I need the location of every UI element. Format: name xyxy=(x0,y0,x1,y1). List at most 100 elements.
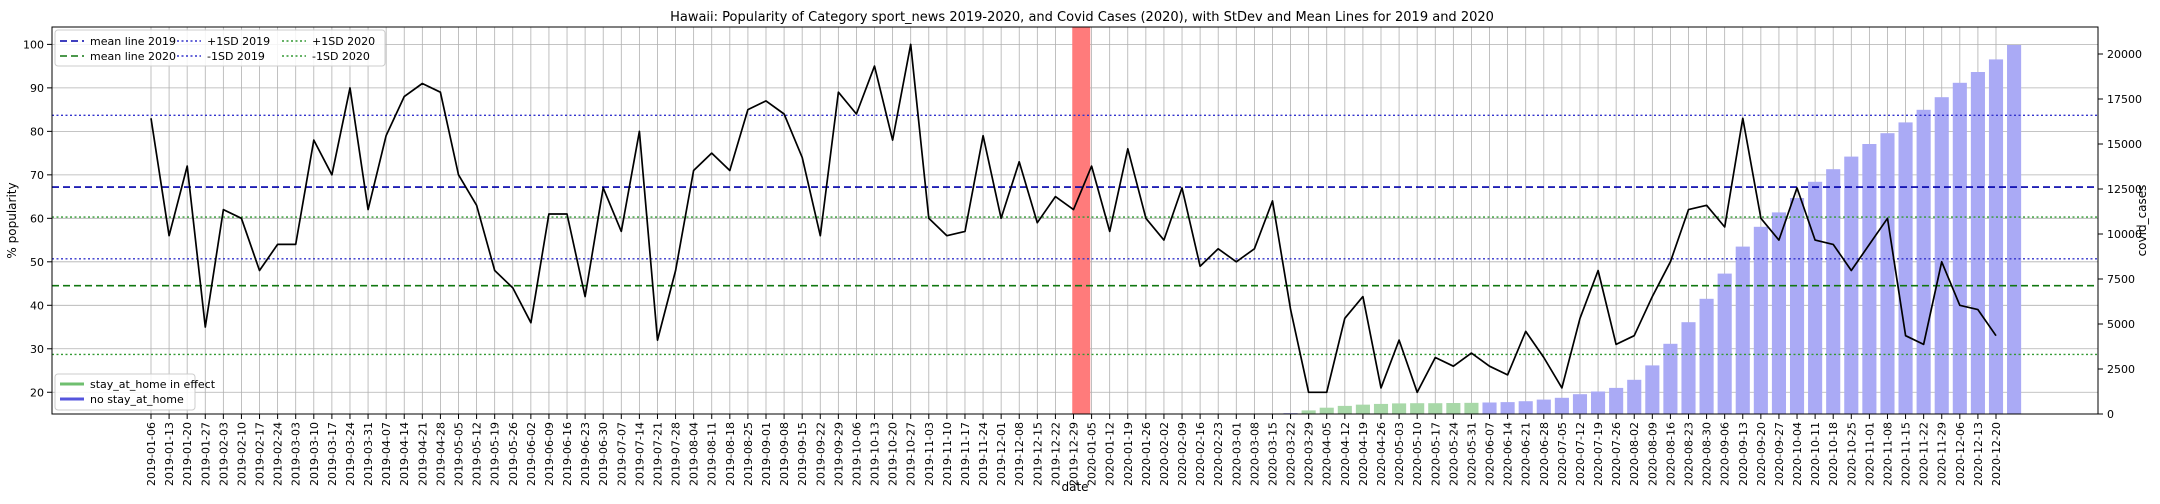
x-tick-label: 2020-08-16 xyxy=(1664,422,1677,486)
covid-cases-bar xyxy=(1880,133,1895,414)
x-tick-label: 2020-07-05 xyxy=(1556,422,1569,486)
x-tick-label: 2019-07-28 xyxy=(670,422,683,486)
legend-label: -1SD 2020 xyxy=(312,50,370,63)
x-tick-label: 2020-04-26 xyxy=(1375,422,1388,486)
x-tick-label: 2020-03-22 xyxy=(1285,422,1298,486)
y2-tick-label: 0 xyxy=(2107,408,2114,421)
covid-cases-bar xyxy=(1392,403,1407,414)
x-tick-label: 2019-04-21 xyxy=(416,422,429,486)
x-tick-label: 2020-08-30 xyxy=(1701,422,1714,486)
x-tick-label: 2020-01-05 xyxy=(1086,422,1099,486)
x-tick-label: 2020-04-12 xyxy=(1339,422,1352,486)
x-tick-label: 2019-09-15 xyxy=(796,422,809,486)
x-tick-label: 2020-02-16 xyxy=(1194,422,1207,486)
x-tick-label: 2019-03-03 xyxy=(290,422,303,486)
x-tick-label: 2019-03-31 xyxy=(362,422,375,486)
x-tick-label: 2020-10-11 xyxy=(1809,422,1822,486)
x-tick-label: 2020-07-12 xyxy=(1574,422,1587,486)
y2-tick-label: 17500 xyxy=(2107,93,2142,106)
x-tick-label: 2019-06-02 xyxy=(525,422,538,486)
x-tick-label: 2020-05-17 xyxy=(1429,422,1442,486)
x-tick-label: 2020-05-24 xyxy=(1447,422,1460,486)
legend-box xyxy=(54,373,196,411)
x-tick-label: 2020-11-01 xyxy=(1863,422,1876,486)
x-tick-label: 2019-04-07 xyxy=(380,422,393,486)
x-tick-label: 2019-11-03 xyxy=(923,422,936,486)
x-tick-label: 2020-07-26 xyxy=(1610,422,1623,486)
y2-tick-label: 20000 xyxy=(2107,48,2142,61)
y-axis-title: % popularity xyxy=(5,182,19,258)
legend-label: +1SD 2019 xyxy=(207,35,270,48)
x-axis: 2019-01-06 2019-01-13 2019-01-20 2019-01-27… xyxy=(145,414,2003,486)
left-y-axis: 20 30 40 50 60 70 80 90 100 xyxy=(23,38,52,399)
covid-cases-bar xyxy=(1735,246,1750,414)
x-tick-label: 2019-08-18 xyxy=(724,422,737,486)
reference-lines xyxy=(52,114,2098,356)
x-tick-label: 2019-01-06 xyxy=(145,422,158,486)
x-tick-label: 2019-12-08 xyxy=(1013,422,1026,486)
covid-cases-bar xyxy=(1681,322,1696,414)
x-tick-label: 2019-03-24 xyxy=(344,422,357,486)
covid-cases-bar xyxy=(1355,404,1370,414)
covid-cases-bar xyxy=(1898,122,1913,415)
x-tick-label: 2019-12-22 xyxy=(1049,422,1062,486)
y-tick-label: 50 xyxy=(30,256,44,269)
x-tick-label: 2020-09-27 xyxy=(1773,422,1786,486)
covid-cases-bar xyxy=(1591,391,1606,414)
covid-cases-bar xyxy=(1753,226,1768,414)
x-tick-label: 2020-08-23 xyxy=(1683,422,1696,486)
y-tick-label: 80 xyxy=(30,125,44,138)
x-tick-label: 2019-08-04 xyxy=(688,422,701,486)
x-tick-label: 2019-04-14 xyxy=(398,422,411,486)
popularity-series xyxy=(150,43,1997,394)
plot-frame xyxy=(51,26,2099,415)
x-tick-label: 2019-02-10 xyxy=(235,422,248,486)
y2-tick-label: 10000 xyxy=(2107,228,2142,241)
x-tick-label: 2019-06-16 xyxy=(561,422,574,486)
covid-cases-bar xyxy=(1988,59,2004,415)
covid-cases-bar xyxy=(1319,407,1334,414)
x-tick-label: 2019-03-17 xyxy=(326,422,339,486)
x-tick-label: 2020-11-29 xyxy=(1936,422,1949,486)
x-tick-label: 2019-06-30 xyxy=(597,422,610,486)
x-tick-label: 2020-06-07 xyxy=(1484,422,1497,486)
x-tick-label: 2020-10-25 xyxy=(1845,422,1858,486)
covid-cases-bar xyxy=(1446,403,1461,414)
x-tick-label: 2020-11-08 xyxy=(1881,422,1894,486)
covid-cases-bar xyxy=(1916,109,1931,415)
covid-cases-bar xyxy=(1301,410,1316,414)
legend-label: no stay_at_home xyxy=(90,393,184,406)
x-tick-label: 2020-02-02 xyxy=(1158,422,1171,486)
x-tick-label: 2020-03-08 xyxy=(1248,422,1261,486)
covid-cases-bar xyxy=(1663,343,1678,414)
x-tick-label: 2019-07-07 xyxy=(615,422,628,486)
x-tick-label: 2019-09-01 xyxy=(760,422,773,486)
x-tick-label: 2020-06-14 xyxy=(1502,422,1515,486)
x-tick-label: 2019-08-11 xyxy=(706,422,719,486)
y-tick-label: 20 xyxy=(30,386,44,399)
x-tick-label: 2019-06-23 xyxy=(579,422,592,486)
x-tick-label: 2020-01-26 xyxy=(1140,422,1153,486)
covid-cases-bar xyxy=(1862,144,1877,414)
x-tick-label: 2020-12-06 xyxy=(1954,422,1967,486)
x-tick-label: 2020-06-28 xyxy=(1538,422,1551,486)
x-tick-label: 2020-01-19 xyxy=(1122,422,1135,486)
covid-cases-bar xyxy=(1934,97,1949,414)
y-tick-label: 90 xyxy=(30,82,44,95)
covid-cases-bar xyxy=(1464,402,1479,414)
covid-cases-bar xyxy=(1428,403,1443,414)
x-tick-label: 2019-05-12 xyxy=(471,422,484,486)
covid-cases-bar xyxy=(1337,405,1352,414)
covid-cases-bar xyxy=(1699,298,1714,414)
x-tick-label: 2020-08-02 xyxy=(1628,422,1641,486)
x-tick-label: 2019-09-22 xyxy=(814,422,827,486)
covid-cases-bar xyxy=(1554,397,1569,414)
x-tick-label: 2019-12-01 xyxy=(995,422,1008,486)
x-tick-label: 2020-09-20 xyxy=(1755,422,1768,486)
x-tick-label: 2019-12-15 xyxy=(1031,422,1044,486)
x-tick-label: 2019-05-26 xyxy=(507,422,520,486)
x-tick-label: 2019-11-24 xyxy=(977,422,990,486)
x-tick-label: 2019-10-13 xyxy=(869,422,882,486)
y2-tick-label: 12500 xyxy=(2107,183,2142,196)
legend-label: +1SD 2020 xyxy=(312,35,375,48)
